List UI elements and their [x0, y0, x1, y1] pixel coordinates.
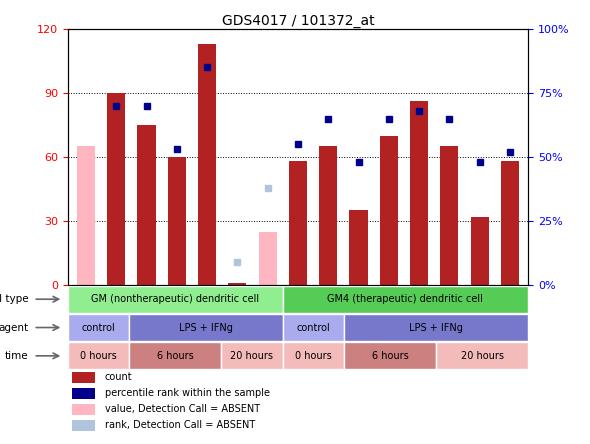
Text: count: count [104, 372, 132, 382]
Bar [283, 314, 344, 341]
Bar [344, 342, 436, 369]
Text: time: time [5, 351, 29, 361]
Text: agent: agent [0, 322, 29, 333]
Bar [470, 217, 489, 285]
Text: LPS + IFNg: LPS + IFNg [179, 322, 233, 333]
Bar [137, 125, 156, 285]
Text: percentile rank within the sample: percentile rank within the sample [104, 388, 270, 398]
Bar [68, 285, 283, 313]
Bar [228, 283, 247, 285]
Bar [221, 342, 283, 369]
Text: cell type: cell type [0, 294, 29, 304]
Text: control: control [296, 322, 330, 333]
Bar [107, 93, 125, 285]
Text: GM (nontherapeutic) dendritic cell: GM (nontherapeutic) dendritic cell [91, 294, 259, 304]
Text: GM4 (therapeutic) dendritic cell: GM4 (therapeutic) dendritic cell [327, 294, 483, 304]
Title: GDS4017 / 101372_at: GDS4017 / 101372_at [222, 14, 374, 28]
Bar [380, 135, 398, 285]
Text: control: control [81, 322, 116, 333]
Bar [129, 342, 221, 369]
Bar [258, 232, 277, 285]
Bar [319, 146, 337, 285]
Bar [73, 373, 96, 383]
Text: 0 hours: 0 hours [295, 351, 332, 361]
Bar [283, 285, 528, 313]
Bar [436, 342, 528, 369]
Text: 20 hours: 20 hours [461, 351, 503, 361]
Text: 20 hours: 20 hours [231, 351, 273, 361]
Text: 6 hours: 6 hours [157, 351, 194, 361]
Bar [289, 161, 307, 285]
Bar [73, 420, 96, 431]
Bar [349, 210, 368, 285]
Bar [198, 44, 216, 285]
Bar [344, 314, 528, 341]
Bar [68, 314, 129, 341]
Bar [501, 161, 519, 285]
Bar [77, 146, 95, 285]
Text: value, Detection Call = ABSENT: value, Detection Call = ABSENT [104, 404, 260, 414]
Bar [73, 388, 96, 399]
Bar [129, 314, 283, 341]
Text: LPS + IFNg: LPS + IFNg [409, 322, 463, 333]
Bar [73, 404, 96, 415]
Bar [68, 342, 129, 369]
Text: 6 hours: 6 hours [372, 351, 408, 361]
Bar [168, 157, 186, 285]
Text: 0 hours: 0 hours [80, 351, 117, 361]
Bar [410, 101, 428, 285]
Text: rank, Detection Call = ABSENT: rank, Detection Call = ABSENT [104, 420, 255, 430]
Bar [440, 146, 458, 285]
Bar [283, 342, 344, 369]
